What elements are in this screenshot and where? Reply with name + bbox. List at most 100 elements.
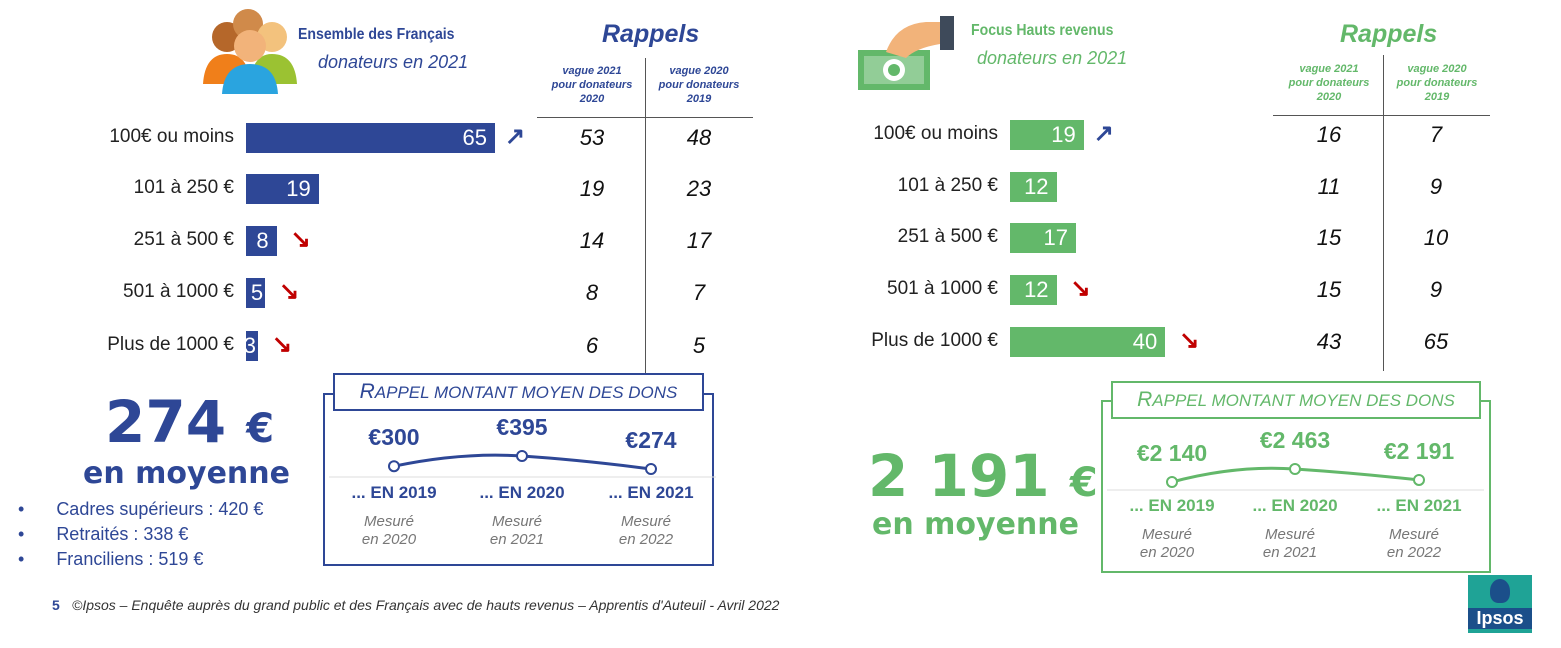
data-point [516, 450, 528, 462]
left-title: Ensemble des Français [298, 26, 455, 43]
bar-value: 12 [1024, 277, 1049, 302]
point-year-label: ... EN 2021 [608, 483, 694, 502]
bar-value: 65 [462, 125, 487, 150]
row-label: 501 à 1000 € [887, 278, 998, 299]
point-measured-label: Mesuré en 2021 [489, 513, 545, 548]
point-value-label: €2 191 [1383, 437, 1455, 464]
left-col-header-2020: vague 2020 pour donateurs 2019 [658, 65, 740, 105]
left-bullets: • Cadres supérieurs : 420 € • Retraités : … [18, 497, 263, 572]
bar-value: 5 [250, 280, 264, 305]
rappel-2020-cell: 23 [686, 176, 712, 201]
row-label: 100€ ou moins [109, 126, 234, 147]
right-col-header-2020: vague 2020 pour donateurs 2019 [1396, 63, 1478, 103]
bullet-item: • Franciliens : 519 € [18, 549, 204, 569]
left-average-box [323, 393, 714, 566]
trend-up-arrow-icon: ↗ [1093, 120, 1114, 147]
bar: 12 [1010, 275, 1057, 305]
rappel-2020-cell: 5 [692, 333, 706, 358]
footer-source: ©Ipsos – Enquête auprès du grand public … [72, 597, 780, 613]
left-subtitle: donateurs en 2021 [318, 52, 469, 72]
rappel-2020-cell: 48 [686, 125, 712, 150]
right-box-title: RAPPEL MONTANT MOYEN DES DONS [1111, 381, 1481, 419]
people-icon [200, 4, 300, 94]
rappel-2020-cell: 65 [1423, 329, 1449, 354]
bar: 3 [243, 331, 258, 361]
point-year-label: ... EN 2020 [1252, 496, 1338, 515]
right-subtitle: donateurs en 2021 [977, 48, 1128, 68]
right-rappels-title: Rappels [1340, 20, 1438, 48]
rappel-2021-cell: 8 [585, 280, 599, 305]
point-year-label: ... EN 2019 [1129, 496, 1215, 515]
row-label: 101 à 250 € [133, 177, 234, 198]
page-number: 5 [52, 597, 60, 613]
bar: 19 [1010, 120, 1084, 150]
data-point [1289, 463, 1301, 475]
rappel-2021-cell: 14 [579, 228, 605, 253]
data-point [1413, 473, 1425, 486]
data-point [1166, 476, 1178, 488]
left-col-header-2021: vague 2021 pour donateurs 2020 [551, 65, 633, 105]
point-value-label: €395 [496, 414, 548, 440]
row-label: 251 à 500 € [133, 229, 234, 250]
right-average-box [1101, 400, 1491, 573]
row-label: 100€ ou moins [873, 123, 998, 144]
row-label: Plus de 1000 € [107, 334, 234, 355]
rappel-2021-cell: 19 [579, 176, 605, 201]
row-label: 501 à 1000 € [123, 281, 234, 302]
point-year-label: ... EN 2019 [351, 483, 437, 502]
bar: 17 [1010, 223, 1076, 253]
bar: 8 [246, 226, 277, 256]
row-label: Plus de 1000 € [871, 330, 998, 351]
point-year-label: ... EN 2021 [1376, 496, 1462, 515]
bar: 5 [246, 278, 266, 308]
trend-down-arrow-icon: ↘ [1179, 327, 1200, 354]
left-rappels-title: Rappels [602, 20, 700, 48]
rappel-2021-cell: 15 [1316, 277, 1342, 302]
right-col-header-2021: vague 2021 pour donateurs 2020 [1288, 63, 1370, 103]
bar-value: 12 [1024, 174, 1049, 199]
point-value-label: €2 463 [1259, 427, 1331, 453]
point-value-label: €274 [625, 427, 677, 453]
point-measured-label: Mesuré en 2022 [1386, 526, 1442, 561]
trend-up-arrow-icon: ↗ [504, 123, 526, 150]
data-point [388, 460, 400, 473]
right-average-label: en moyenne [872, 507, 1079, 542]
rappel-2021-cell: 11 [1317, 174, 1341, 199]
bar-value: 8 [256, 228, 269, 253]
bar: 40 [1010, 327, 1166, 357]
right-average: 2 191 € [868, 442, 1098, 510]
bar: 65 [246, 123, 495, 153]
rappel-2020-cell: 7 [1429, 122, 1443, 147]
ipsos-logo: Ipsos [1468, 575, 1532, 633]
point-year-label: ... EN 2020 [479, 483, 565, 502]
bar: 12 [1010, 172, 1057, 202]
right-table-vdivider [1383, 55, 1384, 371]
point-value-label: €2 140 [1136, 440, 1208, 466]
rappel-2020-cell: 9 [1429, 277, 1443, 302]
money-hand-icon [856, 14, 956, 94]
left-box-title: RAPPEL MONTANT MOYEN DES DONS [333, 373, 704, 411]
rappel-2021-cell: 16 [1316, 122, 1342, 147]
bar-value: 19 [286, 176, 311, 201]
row-label: 251 à 500 € [897, 226, 998, 247]
left-average: 274 € [105, 388, 275, 456]
point-measured-label: Mesuré en 2021 [1262, 526, 1318, 561]
bar: 19 [246, 174, 319, 204]
rappel-2020-cell: 10 [1423, 225, 1449, 250]
rappel-2021-cell: 43 [1316, 329, 1342, 354]
bar-value: 19 [1051, 122, 1076, 147]
point-measured-label: Mesuré en 2020 [361, 513, 417, 548]
bar-value: 3 [243, 333, 256, 358]
left-average-label: en moyenne [83, 456, 290, 491]
bullet-item: • Retraités : 338 € [18, 524, 189, 544]
trend-down-arrow-icon: ↘ [1070, 275, 1091, 302]
point-measured-label: Mesuré en 2022 [618, 513, 674, 548]
point-measured-label: Mesuré en 2020 [1139, 526, 1195, 561]
bullet-item: • Cadres supérieurs : 420 € [18, 499, 264, 519]
trend-down-arrow-icon: ↘ [272, 331, 293, 358]
data-point [645, 463, 657, 475]
rappel-2020-cell: 7 [692, 280, 706, 305]
bar-value: 40 [1132, 329, 1158, 354]
